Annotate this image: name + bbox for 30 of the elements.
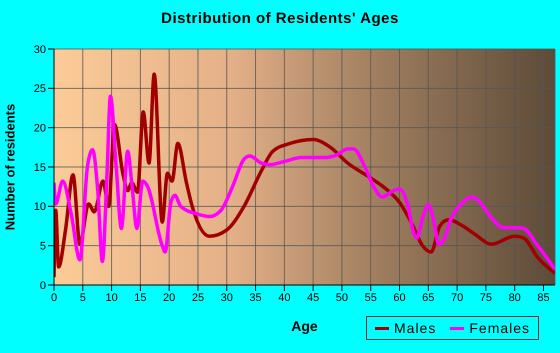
x-tick-label: 80 [508, 292, 521, 304]
x-tick-label: 65 [422, 292, 434, 304]
y-axis-title: Number of residents [2, 104, 18, 230]
x-tick-label: 0 [50, 292, 58, 304]
x-tick-label: 70 [450, 292, 464, 304]
x-tick-label: 35 [249, 292, 262, 304]
x-tick-label: 5 [80, 292, 86, 304]
x-tick-label: 45 [307, 292, 320, 304]
y-tick-label: 0 [40, 280, 46, 292]
x-tick-label: 15 [134, 292, 147, 304]
x-tick-label: 30 [220, 292, 233, 304]
x-tick-label: 10 [105, 292, 118, 304]
y-tick-label: 25 [34, 83, 46, 96]
x-tick-label: 75 [480, 292, 492, 304]
y-tick-label: 5 [40, 240, 46, 253]
x-tick-label: 60 [393, 292, 406, 304]
y-tick-label: 20 [34, 122, 46, 135]
x-tick-label: 20 [163, 292, 176, 304]
legend-label: Males [394, 320, 436, 336]
y-tick-label: 15 [34, 162, 46, 174]
x-tick-label: 55 [364, 292, 377, 304]
x-tick-label: 25 [192, 292, 204, 304]
x-axis-title: Age [291, 318, 318, 334]
x-tick-label: 40 [278, 292, 290, 304]
chart-title: Distribution of Residents' Ages [160, 10, 400, 27]
y-tick-label: 30 [34, 44, 46, 56]
y-tick-label: 10 [34, 201, 46, 214]
x-tick-label: 50 [336, 292, 348, 304]
x-tick-label: 85 [537, 292, 550, 304]
legend-label: Females [469, 320, 530, 336]
